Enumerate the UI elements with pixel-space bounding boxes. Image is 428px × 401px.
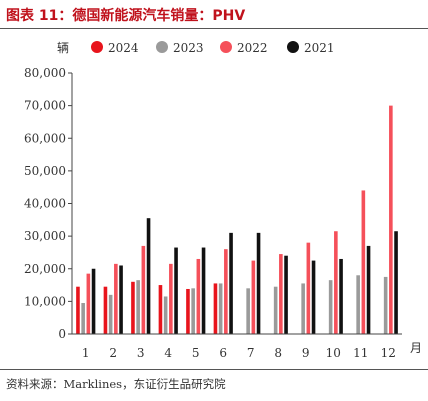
bar-2022-7 (251, 260, 256, 334)
bar-2022-1 (86, 273, 91, 334)
bar-2023-6 (218, 283, 223, 334)
bar-2021-5 (201, 247, 206, 334)
x-tick-label: 9 (302, 346, 310, 360)
bar-2022-6 (224, 249, 228, 334)
x-tick-label: 1 (82, 346, 90, 360)
x-tick-label: 6 (219, 346, 227, 360)
bar-2023-7 (246, 288, 250, 334)
bar-chart: 2024 2023 2022 2021 辆 010,00020,00030,00040… (24, 41, 422, 360)
y-tick-label: 10,000 (24, 294, 66, 308)
y-tick-label: 80,000 (24, 66, 66, 80)
bar-2023-2 (108, 294, 113, 334)
bar-2021-3 (146, 218, 151, 334)
bar-2021-8 (284, 255, 288, 334)
bar-2024-2 (103, 286, 108, 334)
bar-2023-1 (81, 303, 85, 334)
y-axis-label: 辆 (57, 41, 69, 55)
source-rule (0, 369, 428, 370)
bar-2022-12 (389, 105, 393, 334)
legend-marker-2024 (91, 41, 103, 53)
x-tick-label: 5 (192, 346, 200, 360)
bar-2021-6 (229, 232, 233, 334)
x-tick-label: 3 (137, 346, 145, 360)
y-tick-label: 50,000 (24, 164, 66, 178)
y-tick-label: 0 (58, 327, 66, 341)
source-note: 资料来源：Marklines，东证衍生品研究院 (6, 377, 226, 391)
y-tick-label: 30,000 (24, 229, 66, 243)
x-tick-label: 11 (353, 346, 368, 360)
bar-2021-10 (339, 258, 343, 334)
legend-marker-2022 (220, 41, 232, 53)
bar-2021-2 (119, 265, 123, 334)
legend-label-2022: 2022 (237, 41, 268, 55)
legend-marker-2023 (156, 41, 168, 53)
legend-label-2023: 2023 (173, 41, 204, 55)
x-tick-label: 12 (381, 346, 396, 360)
bar-2021-1 (91, 268, 96, 334)
bar-2022-10 (334, 231, 338, 334)
bars (76, 105, 398, 334)
bar-2023-9 (301, 283, 305, 334)
x-tick-label: 4 (164, 346, 172, 360)
legend: 2024 2023 2022 2021 (91, 41, 335, 55)
bar-2022-4 (169, 263, 173, 334)
y-tick-label: 70,000 (24, 99, 66, 113)
bar-2021-4 (174, 247, 178, 334)
bar-2021-12 (394, 231, 398, 334)
bar-2024-1 (76, 286, 80, 334)
bar-2021-11 (366, 245, 371, 334)
x-tick-label: 2 (109, 346, 117, 360)
x-tick-label: 8 (274, 346, 282, 360)
bar-2022-3 (141, 245, 146, 334)
bar-2023-11 (356, 275, 360, 334)
y-axis: 0 10,000 20,000 30,000 40,000 50,000 60,000 70,… (24, 66, 73, 341)
bar-2023-5 (191, 288, 195, 334)
x-axis: 1 2 3 4 5 6 7 8 9 10 11 12 (72, 333, 402, 360)
bar-2024-5 (186, 288, 190, 334)
bar-2023-3 (136, 280, 140, 334)
y-tick-label: 60,000 (24, 131, 66, 145)
bar-2023-8 (273, 286, 278, 334)
bar-2023-10 (328, 280, 333, 334)
bar-2022-5 (196, 258, 201, 334)
x-axis-label: 月 (410, 341, 422, 355)
bar-2022-8 (279, 254, 283, 334)
bar-2023-12 (383, 276, 388, 334)
bar-2021-9 (311, 260, 316, 334)
y-tick-label: 20,000 (24, 262, 66, 276)
bar-2024-4 (158, 285, 163, 334)
bar-2022-2 (114, 263, 118, 334)
legend-label-2021: 2021 (304, 41, 335, 55)
x-tick-label: 10 (326, 346, 341, 360)
bar-2024-3 (131, 281, 135, 334)
legend-label-2024: 2024 (108, 41, 139, 55)
page-title: 图表 11：德国新能源汽车销量：PHV (6, 8, 246, 24)
bar-2021-7 (256, 232, 261, 334)
bar-2022-11 (361, 190, 366, 334)
title-rule (0, 28, 428, 29)
bar-2023-4 (163, 296, 168, 334)
bar-2024-6 (213, 283, 218, 334)
legend-marker-2021 (287, 41, 299, 53)
y-tick-label: 40,000 (24, 197, 66, 211)
x-tick-label: 7 (247, 346, 255, 360)
bar-2022-9 (306, 242, 311, 334)
